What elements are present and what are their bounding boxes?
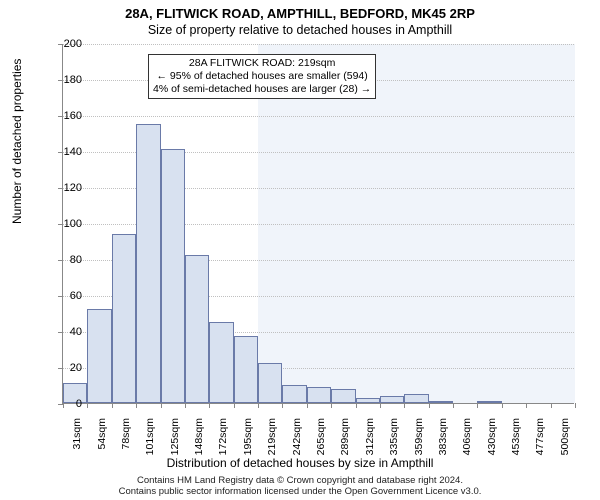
histogram-bar: [429, 401, 453, 403]
x-tick: [209, 403, 210, 408]
x-tick-label: 430sqm: [486, 418, 498, 468]
x-tick-label: 359sqm: [413, 418, 425, 468]
y-tick-label: 180: [52, 74, 82, 86]
histogram-bar: [380, 396, 404, 403]
y-tick-label: 120: [52, 182, 82, 194]
y-tick-label: 60: [52, 290, 82, 302]
x-tick-label: 195sqm: [242, 418, 254, 468]
annotation-box: 28A FLITWICK ROAD: 219sqm← 95% of detach…: [148, 54, 376, 99]
y-tick-label: 40: [52, 326, 82, 338]
x-tick-label: 101sqm: [144, 418, 156, 468]
chart-title-main: 28A, FLITWICK ROAD, AMPTHILL, BEDFORD, M…: [0, 0, 600, 21]
x-tick: [429, 403, 430, 408]
histogram-bar: [136, 124, 160, 403]
x-tick: [404, 403, 405, 408]
x-tick-label: 78sqm: [120, 418, 132, 468]
x-tick-label: 312sqm: [364, 418, 376, 468]
x-tick-label: 406sqm: [461, 418, 473, 468]
x-tick-label: 172sqm: [217, 418, 229, 468]
x-tick-label: 125sqm: [169, 418, 181, 468]
x-tick-label: 500sqm: [559, 418, 571, 468]
x-tick-label: 383sqm: [437, 418, 449, 468]
gridline: [63, 116, 574, 117]
attribution-line2: Contains public sector information licen…: [0, 487, 600, 498]
x-tick: [282, 403, 283, 408]
y-tick-label: 140: [52, 146, 82, 158]
annotation-line1: 28A FLITWICK ROAD: 219sqm: [153, 57, 371, 70]
histogram-bar: [112, 234, 136, 403]
histogram-bar: [185, 255, 209, 403]
x-tick: [87, 403, 88, 408]
histogram-bar: [209, 322, 233, 403]
y-axis-label: Number of detached properties: [10, 59, 24, 224]
x-tick-label: 453sqm: [510, 418, 522, 468]
x-tick-label: 265sqm: [315, 418, 327, 468]
histogram-bar: [234, 336, 258, 403]
x-tick: [258, 403, 259, 408]
x-tick: [136, 403, 137, 408]
x-tick-label: 477sqm: [534, 418, 546, 468]
x-tick: [307, 403, 308, 408]
x-tick: [575, 403, 576, 408]
x-tick: [477, 403, 478, 408]
histogram-bar: [161, 149, 185, 403]
x-tick: [331, 403, 332, 408]
x-tick: [112, 403, 113, 408]
histogram-bar: [356, 398, 380, 403]
annotation-line3: 4% of semi-detached houses are larger (2…: [153, 83, 371, 96]
x-tick-label: 335sqm: [388, 418, 400, 468]
attribution: Contains HM Land Registry data © Crown c…: [0, 476, 600, 498]
histogram-bar: [282, 385, 306, 403]
y-tick-label: 200: [52, 38, 82, 50]
x-tick-label: 31sqm: [71, 418, 83, 468]
x-tick: [551, 403, 552, 408]
x-tick: [356, 403, 357, 408]
gridline: [63, 44, 574, 45]
x-tick-label: 219sqm: [266, 418, 278, 468]
x-tick-label: 289sqm: [339, 418, 351, 468]
x-tick: [234, 403, 235, 408]
x-tick: [453, 403, 454, 408]
plot-area: 28A FLITWICK ROAD: 219sqm← 95% of detach…: [62, 44, 574, 404]
x-tick: [185, 403, 186, 408]
x-tick: [502, 403, 503, 408]
histogram-bar: [331, 389, 355, 403]
chart-title-sub: Size of property relative to detached ho…: [0, 21, 600, 37]
y-tick-label: 20: [52, 362, 82, 374]
x-tick: [380, 403, 381, 408]
x-tick-label: 148sqm: [193, 418, 205, 468]
histogram-bar: [404, 394, 428, 403]
x-tick: [526, 403, 527, 408]
histogram-bar: [258, 363, 282, 403]
histogram-bar: [307, 387, 331, 403]
histogram-bar: [87, 309, 111, 403]
y-tick-label: 0: [52, 398, 82, 410]
y-tick-label: 160: [52, 110, 82, 122]
x-tick-label: 242sqm: [291, 418, 303, 468]
histogram-bar: [477, 401, 501, 403]
x-tick: [161, 403, 162, 408]
y-tick-label: 100: [52, 218, 82, 230]
x-tick-label: 54sqm: [96, 418, 108, 468]
annotation-line2: ← 95% of detached houses are smaller (59…: [153, 70, 371, 83]
y-tick-label: 80: [52, 254, 82, 266]
